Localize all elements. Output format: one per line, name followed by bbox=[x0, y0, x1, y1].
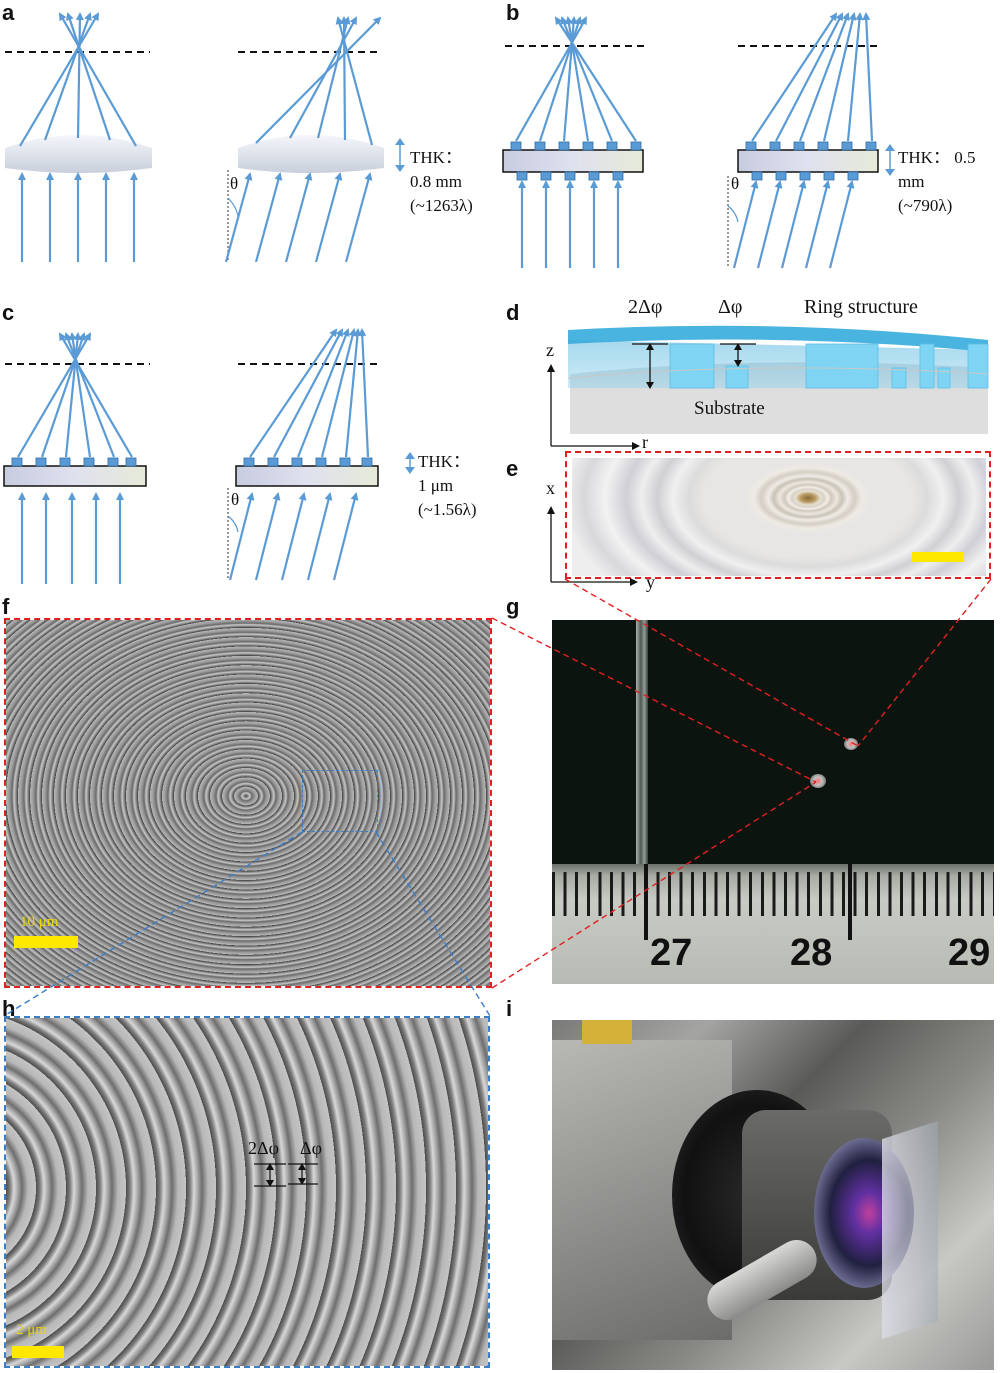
optical-setup-photo bbox=[552, 1020, 994, 1370]
sem-zoom-image: 2Δφ Δφ 2 μm bbox=[6, 1018, 488, 1366]
lens-dot bbox=[810, 774, 826, 788]
panel-label-d: d bbox=[506, 300, 520, 325]
c-theta-label: θ bbox=[231, 490, 240, 509]
yellow-part bbox=[582, 1020, 632, 1044]
h-dashed-frame bbox=[4, 1016, 490, 1368]
h-label-2dphi: 2Δφ bbox=[248, 1138, 279, 1158]
thick-lens bbox=[5, 135, 152, 173]
zoom-region bbox=[302, 770, 378, 832]
c-right-diagram bbox=[227, 328, 415, 581]
device-photo: 27 28 29 bbox=[552, 620, 994, 984]
lens-dot bbox=[844, 738, 858, 750]
c-left-diagram bbox=[3, 332, 150, 584]
panel-label-g: g bbox=[506, 594, 520, 619]
a-theta-label: θ bbox=[230, 174, 239, 193]
ruler-number-29: 29 bbox=[948, 932, 991, 974]
b-thk-line1: THK： 0.5 bbox=[898, 148, 976, 167]
substrate bbox=[570, 390, 988, 434]
ring-structure-diagram bbox=[547, 325, 989, 450]
h-label-dphi: Δφ bbox=[300, 1138, 322, 1158]
a-thickness-label: THK： 0.8 mm (~1263λ) bbox=[410, 146, 473, 218]
d-axis-z: z bbox=[546, 340, 554, 360]
c-thk-line1: THK： bbox=[418, 452, 470, 471]
a-thk-line2: 0.8 mm bbox=[410, 172, 462, 191]
panel-label-b: b bbox=[506, 0, 520, 25]
d-label-substrate: Substrate bbox=[694, 398, 765, 419]
ruler-number-27: 27 bbox=[650, 932, 693, 974]
e-axes bbox=[547, 506, 638, 586]
e-dashed-frame bbox=[565, 451, 991, 579]
scale-bar bbox=[12, 1346, 64, 1358]
ruler-number-28: 28 bbox=[790, 932, 833, 974]
b-theta-label: θ bbox=[731, 174, 740, 193]
ruler-ticks bbox=[552, 872, 994, 916]
panel-label-c: c bbox=[2, 300, 15, 325]
panel-label-e: e bbox=[506, 456, 519, 481]
a-thk-line1: THK： bbox=[410, 148, 462, 167]
ray-diagrams bbox=[3, 12, 895, 584]
d-label-2dphi: 2Δφ bbox=[628, 296, 663, 318]
e-axis-y: y bbox=[646, 572, 655, 592]
lens-optical-image bbox=[572, 458, 986, 576]
h-scale-label: 2 μm bbox=[16, 1322, 47, 1338]
d-label-dphi: Δφ bbox=[718, 296, 743, 318]
d-label-ring-structure: Ring structure bbox=[804, 296, 918, 318]
ruler-major-tick bbox=[848, 864, 852, 940]
ruler: 27 28 29 bbox=[552, 864, 994, 984]
c-thk-line3: (~1.56λ) bbox=[418, 500, 477, 519]
c-thickness-label: THK： 1 μm (~1.56λ) bbox=[418, 450, 477, 522]
f-scale-label: 10 μm bbox=[20, 914, 59, 930]
a-right-diagram bbox=[224, 16, 405, 263]
panel-label-a: a bbox=[2, 0, 15, 25]
b-thk-line3: (~790λ) bbox=[898, 196, 953, 215]
c-thk-line2: 1 μm bbox=[418, 476, 454, 495]
ruler-major-tick bbox=[644, 864, 648, 940]
panel-label-f: f bbox=[2, 594, 10, 619]
b-left-diagram bbox=[502, 16, 648, 268]
panel-label-i: i bbox=[506, 996, 513, 1021]
scale-bar bbox=[14, 936, 78, 948]
e-axis-x: x bbox=[546, 478, 555, 498]
panel-label-h: h bbox=[2, 996, 16, 1021]
f-dashed-frame bbox=[4, 618, 492, 988]
b-thk-line2: mm bbox=[898, 172, 925, 191]
a-thk-line3: (~1263λ) bbox=[410, 196, 473, 215]
a-left-diagram bbox=[5, 12, 152, 262]
scale-bar bbox=[912, 552, 964, 562]
h-annotations bbox=[254, 1163, 318, 1187]
b-right-diagram bbox=[727, 12, 895, 269]
d-axis-r: r bbox=[642, 432, 648, 452]
sem-image-rings: 10 μm bbox=[6, 620, 490, 986]
b-thickness-label: THK： 0.5 mm (~790λ) bbox=[898, 146, 975, 218]
